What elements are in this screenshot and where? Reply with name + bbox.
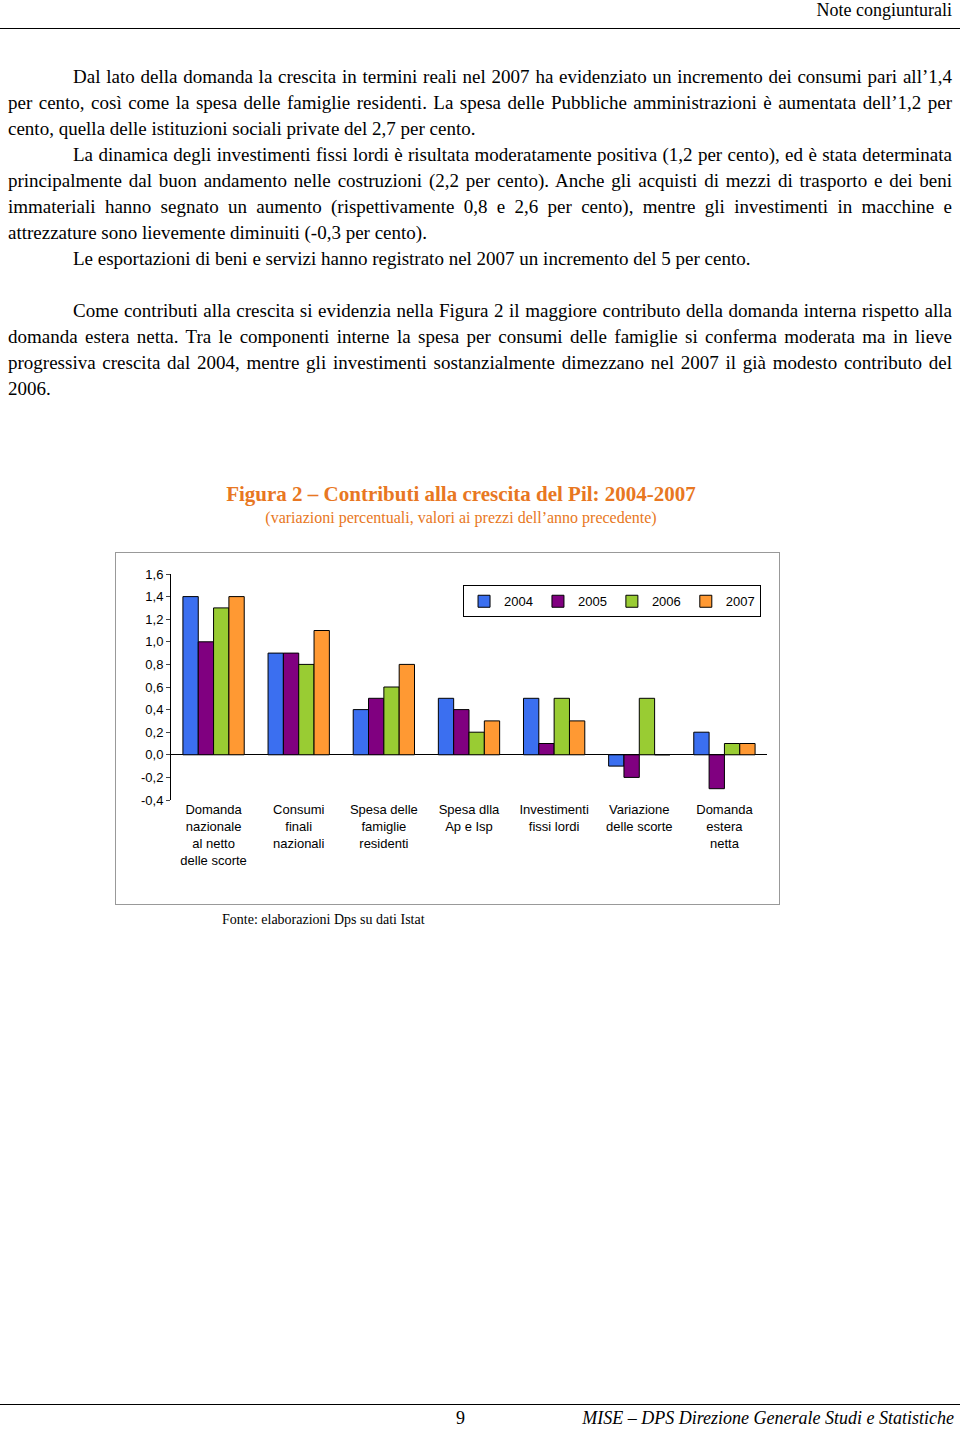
svg-text:1,0: 1,0 — [145, 634, 163, 649]
svg-text:-0,2: -0,2 — [141, 770, 163, 785]
svg-text:Consumifinalinazionali: Consumifinalinazionali — [273, 802, 324, 851]
svg-text:0,6: 0,6 — [145, 680, 163, 695]
html-text:Note congiunturali: Note congiunturali — [816, 0, 952, 20]
html-text:(variazioni percentuali, valor: (variazioni percentuali, valori ai prezz… — [265, 509, 657, 526]
html-text:MISE – DPS Direzione Generale: MISE – DPS Direzione Generale Studi e St… — [582, 1408, 954, 1428]
svg-text:2005: 2005 — [578, 594, 607, 609]
svg-text:Spesa dellefamiglieresidenti: Spesa dellefamiglieresidenti — [350, 802, 418, 851]
svg-text:0,4: 0,4 — [145, 702, 163, 717]
svg-text:0,8: 0,8 — [145, 657, 163, 672]
svg-text:1,2: 1,2 — [145, 612, 163, 627]
svg-text:1,6: 1,6 — [145, 567, 163, 582]
svg-text:0,0: 0,0 — [145, 747, 163, 762]
html-text:Figura 2 – Contributi alla cre: Figura 2 – Contributi alla crescita del … — [226, 482, 696, 506]
svg-text:0,2: 0,2 — [145, 725, 163, 740]
svg-text:Investimentifissi lordi: Investimentifissi lordi — [519, 802, 588, 834]
svg-text:2004: 2004 — [504, 594, 533, 609]
svg-text:-0,4: -0,4 — [141, 793, 163, 808]
svg-text:Domandanazionaleal nettodelle: Domandanazionaleal nettodelle scorte — [180, 802, 246, 868]
svg-text:Spesa dllaAp e Isp: Spesa dllaAp e Isp — [439, 802, 500, 834]
svg-text:1,4: 1,4 — [145, 589, 163, 604]
html-text:La dinamica degli investimenti: La dinamica degli investimenti fissi lor… — [8, 144, 952, 243]
html-text:Come contributi alla crescita: Come contributi alla crescita si evidenz… — [8, 300, 952, 399]
html-text:9: 9 — [456, 1408, 465, 1428]
svg-text:2007: 2007 — [726, 594, 755, 609]
html-text:Dal lato della domanda la cres: Dal lato della domanda la crescita in te… — [8, 66, 952, 139]
html-text:Fonte: elaborazioni Dps su dat: Fonte: elaborazioni Dps su dati Istat — [222, 912, 425, 927]
svg-text:2006: 2006 — [652, 594, 681, 609]
html-text:Le esportazioni di beni e serv: Le esportazioni di beni e servizi hanno … — [73, 248, 751, 269]
svg-text:Domandaesteranetta: Domandaesteranetta — [696, 802, 753, 851]
svg-text:Variazionedelle scorte: Variazionedelle scorte — [606, 802, 672, 834]
